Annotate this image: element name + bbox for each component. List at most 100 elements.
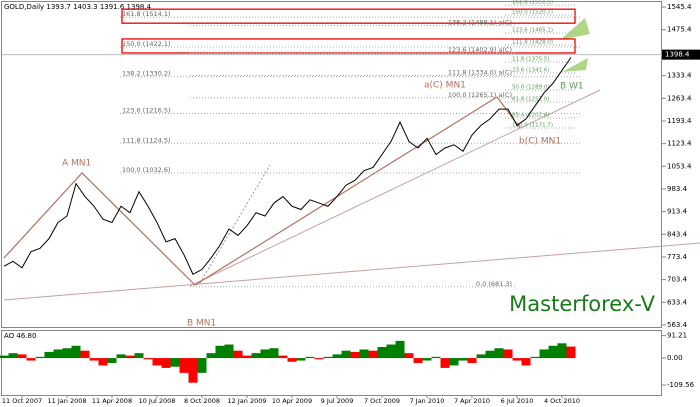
ao-bar <box>26 358 36 361</box>
x-tick-label: 7 Oct 2009 <box>364 397 400 405</box>
ao-bar <box>260 349 270 359</box>
ao-bar <box>494 348 504 359</box>
ao-bar <box>125 355 135 359</box>
dotted-line <box>199 164 271 284</box>
ao-bar <box>170 358 180 367</box>
price-line <box>3 57 572 275</box>
ao-bar <box>314 358 324 360</box>
trend-line <box>3 242 700 301</box>
fib-label: 100.0 (1171.7) <box>512 123 553 129</box>
x-tick-label: 6 Jul 2010 <box>501 397 534 405</box>
ao-bar <box>53 349 63 359</box>
x-tick-label: 8 Oct 2008 <box>184 397 220 405</box>
ao-bar <box>278 355 288 359</box>
ao-bar <box>539 349 549 359</box>
ao-bar <box>269 348 279 359</box>
arrow <box>560 18 590 40</box>
ao-bar <box>80 350 90 359</box>
ao-bar <box>242 355 252 359</box>
ao-bar <box>89 358 99 361</box>
wave-label: a(C) MN1 <box>424 81 466 91</box>
fib-label: 111.8 (1428.0) <box>512 40 553 46</box>
ao-bar <box>377 347 387 359</box>
ao-bar <box>215 345 225 359</box>
main-frame <box>1 1 662 328</box>
x-tick-label: 7 Jan 2010 <box>410 397 445 405</box>
ao-bar <box>476 354 486 359</box>
ao-bar <box>233 350 243 359</box>
last-price-box <box>662 49 700 60</box>
ao-bar <box>179 358 189 373</box>
ao-bar <box>0 355 9 359</box>
ao-bar <box>251 353 261 359</box>
wave-label: B MN1 <box>187 319 216 329</box>
ao-bar <box>368 350 378 359</box>
ao-bar <box>359 349 369 359</box>
ao-bar <box>350 351 360 359</box>
y-tick-label: 983.4 <box>667 185 688 193</box>
x-tick-label: 10 Apr 2009 <box>272 397 312 405</box>
fib-label: 0.0 (681.3) <box>476 280 512 288</box>
fib-label: 123.6 (1402.9) a(C) <box>448 46 512 54</box>
ao-bar <box>557 343 567 359</box>
ao-bar <box>467 358 477 363</box>
y-tick-label: 913.4 <box>667 208 688 216</box>
fib-label: 85.4 (1202.6) <box>512 113 550 119</box>
ao-bar <box>62 348 72 359</box>
ao-bar <box>449 358 459 366</box>
y-tick-label: 1545.4 <box>667 3 692 11</box>
ao-bar <box>386 344 396 359</box>
fib-label: 161.8 (1551.5) <box>512 0 553 6</box>
ao-bar <box>521 358 531 366</box>
ao-bar <box>206 353 216 359</box>
trend-line <box>189 89 601 287</box>
fib-label: 100.0 (1032.6) <box>122 166 171 174</box>
ao-frame <box>1 330 662 396</box>
ao-bar <box>44 351 54 359</box>
x-tick-label: 4 Oct 2010 <box>544 397 580 405</box>
fib-label: 150.0 (1520.7) <box>512 10 553 16</box>
arrow <box>562 58 588 72</box>
ao-bar <box>35 356 45 359</box>
fib-label: 100.0 (1265.1) a(C) <box>448 91 512 99</box>
ao-bar <box>323 356 333 359</box>
ao-title: AO 46.80 <box>4 332 36 340</box>
ao-bar <box>530 356 540 359</box>
fib-label: 11.8 (1375.5) <box>512 57 550 63</box>
ao-bar <box>134 353 144 359</box>
x-tick-label: 9 Jul 2009 <box>321 397 354 405</box>
ao-bar <box>224 344 234 359</box>
x-tick-label: 12 Jan 2009 <box>228 397 267 405</box>
y-tick-label: 563.4 <box>667 321 688 329</box>
ao-bar <box>143 358 153 360</box>
ao-bar <box>512 358 522 361</box>
y-tick-label: -109.56 <box>667 381 695 389</box>
chart-title: GOLD,Daily 1393.7 1403.3 1391.6 1398.4 <box>4 3 152 11</box>
fib-label: 111.8 (1124.5) <box>122 136 171 144</box>
ao-bar <box>188 358 198 383</box>
ao-bar <box>98 358 108 366</box>
ao-bar <box>8 353 18 359</box>
y-tick-label: 1193.4 <box>667 117 692 125</box>
ao-bar <box>107 358 117 363</box>
fib-label: 138.2 (1330.2) <box>122 70 171 78</box>
ao-bar <box>422 358 432 361</box>
ao-bar <box>404 353 414 359</box>
last-price-label: 1398.4 <box>665 51 690 59</box>
x-tick-label: 10 Jul 2008 <box>139 397 176 405</box>
y-tick-label: 1475.4 <box>667 26 692 34</box>
wave-label: b(C) MN1 <box>519 137 561 147</box>
fib-label: 61.8 (1252.0) <box>512 97 550 103</box>
ao-bar <box>485 350 495 359</box>
watermark: Masterforex-V <box>509 292 655 316</box>
wave-label: B W1 <box>560 82 584 92</box>
ao-bar <box>296 358 306 361</box>
y-tick-label: 1333.4 <box>667 72 692 80</box>
x-tick-label: 11 Jan 2008 <box>48 397 87 405</box>
ao-bar <box>431 356 441 359</box>
ao-bar <box>71 345 81 359</box>
ao-bar <box>413 358 423 363</box>
fib-label: 138.2 (1488.1) a(C) <box>448 19 512 27</box>
